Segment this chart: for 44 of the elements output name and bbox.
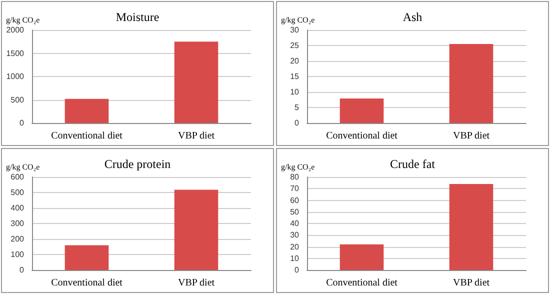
y-tick-label: 40 bbox=[290, 219, 300, 228]
x-tick-label: VBP diet bbox=[452, 130, 490, 142]
x-tick-label: Conventional diet bbox=[326, 278, 398, 288]
y-tick-label: 20 bbox=[290, 56, 300, 66]
y-tick-label: 30 bbox=[290, 230, 300, 240]
y-tick-label: 500 bbox=[10, 188, 25, 197]
y-tick-label: 20 bbox=[290, 242, 300, 252]
y-axis-title: g/kg CO₂e bbox=[281, 162, 316, 172]
y-tick-label: 0 bbox=[294, 118, 300, 128]
y-axis-title: g/kg CO₂e bbox=[6, 16, 40, 24]
chart-title: Moisture bbox=[116, 10, 160, 24]
y-tick-label: 5 bbox=[294, 103, 300, 112]
y-tick-label: 100 bbox=[10, 250, 25, 259]
chart-title: Crude fat bbox=[390, 157, 436, 171]
chart-title: Ash bbox=[402, 10, 422, 24]
y-axis-title: g/kg CO₂e bbox=[281, 16, 316, 24]
y-tick-label: 10 bbox=[290, 254, 300, 263]
y-tick-label: 2000 bbox=[6, 26, 25, 34]
y-tick-label: 600 bbox=[10, 172, 25, 182]
y-axis-title: g/kg CO₂e bbox=[6, 162, 40, 172]
y-tick-label: 15 bbox=[290, 72, 300, 81]
y-tick-label: 25 bbox=[290, 41, 300, 50]
y-tick-label: 300 bbox=[10, 219, 25, 228]
x-tick-label: Conventional diet bbox=[51, 130, 123, 142]
y-tick-label: 1500 bbox=[6, 48, 25, 58]
y-tick-label: 70 bbox=[290, 184, 300, 194]
x-tick-label: VBP diet bbox=[178, 278, 215, 288]
x-tick-label: Conventional diet bbox=[51, 278, 123, 288]
y-tick-label: 1000 bbox=[6, 72, 25, 81]
y-tick-label: 0 bbox=[20, 266, 25, 274]
y-tick-label: 30 bbox=[290, 26, 300, 34]
y-tick-label: 200 bbox=[10, 234, 25, 244]
y-tick-label: 60 bbox=[290, 196, 300, 205]
x-tick-label: VBP diet bbox=[452, 278, 490, 288]
y-tick-label: 0 bbox=[20, 118, 25, 128]
y-tick-label: 80 bbox=[290, 172, 300, 182]
y-tick-label: 400 bbox=[10, 204, 25, 212]
y-tick-label: 10 bbox=[290, 88, 300, 96]
y-tick-label: 500 bbox=[10, 95, 25, 104]
x-tick-label: Conventional diet bbox=[326, 130, 398, 142]
x-tick-label: VBP diet bbox=[178, 130, 215, 142]
y-tick-label: 50 bbox=[290, 207, 300, 216]
chart-title: Crude protein bbox=[104, 157, 171, 171]
y-tick-label: 0 bbox=[294, 266, 300, 274]
